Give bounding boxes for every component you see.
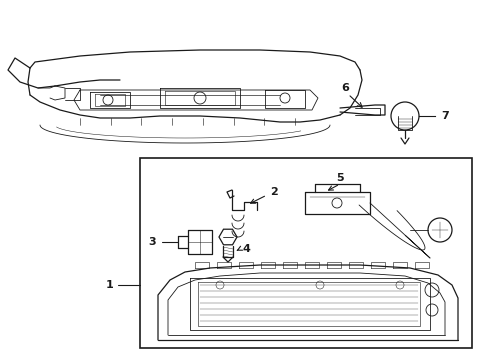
Text: 6: 6 bbox=[341, 83, 349, 93]
Bar bbox=[140, 158, 472, 348]
Text: 4: 4 bbox=[242, 244, 250, 254]
Text: 2: 2 bbox=[270, 187, 278, 197]
Text: 5: 5 bbox=[336, 173, 344, 183]
Text: 3: 3 bbox=[148, 237, 156, 247]
Text: 7: 7 bbox=[441, 111, 449, 121]
Text: 1: 1 bbox=[106, 280, 114, 290]
